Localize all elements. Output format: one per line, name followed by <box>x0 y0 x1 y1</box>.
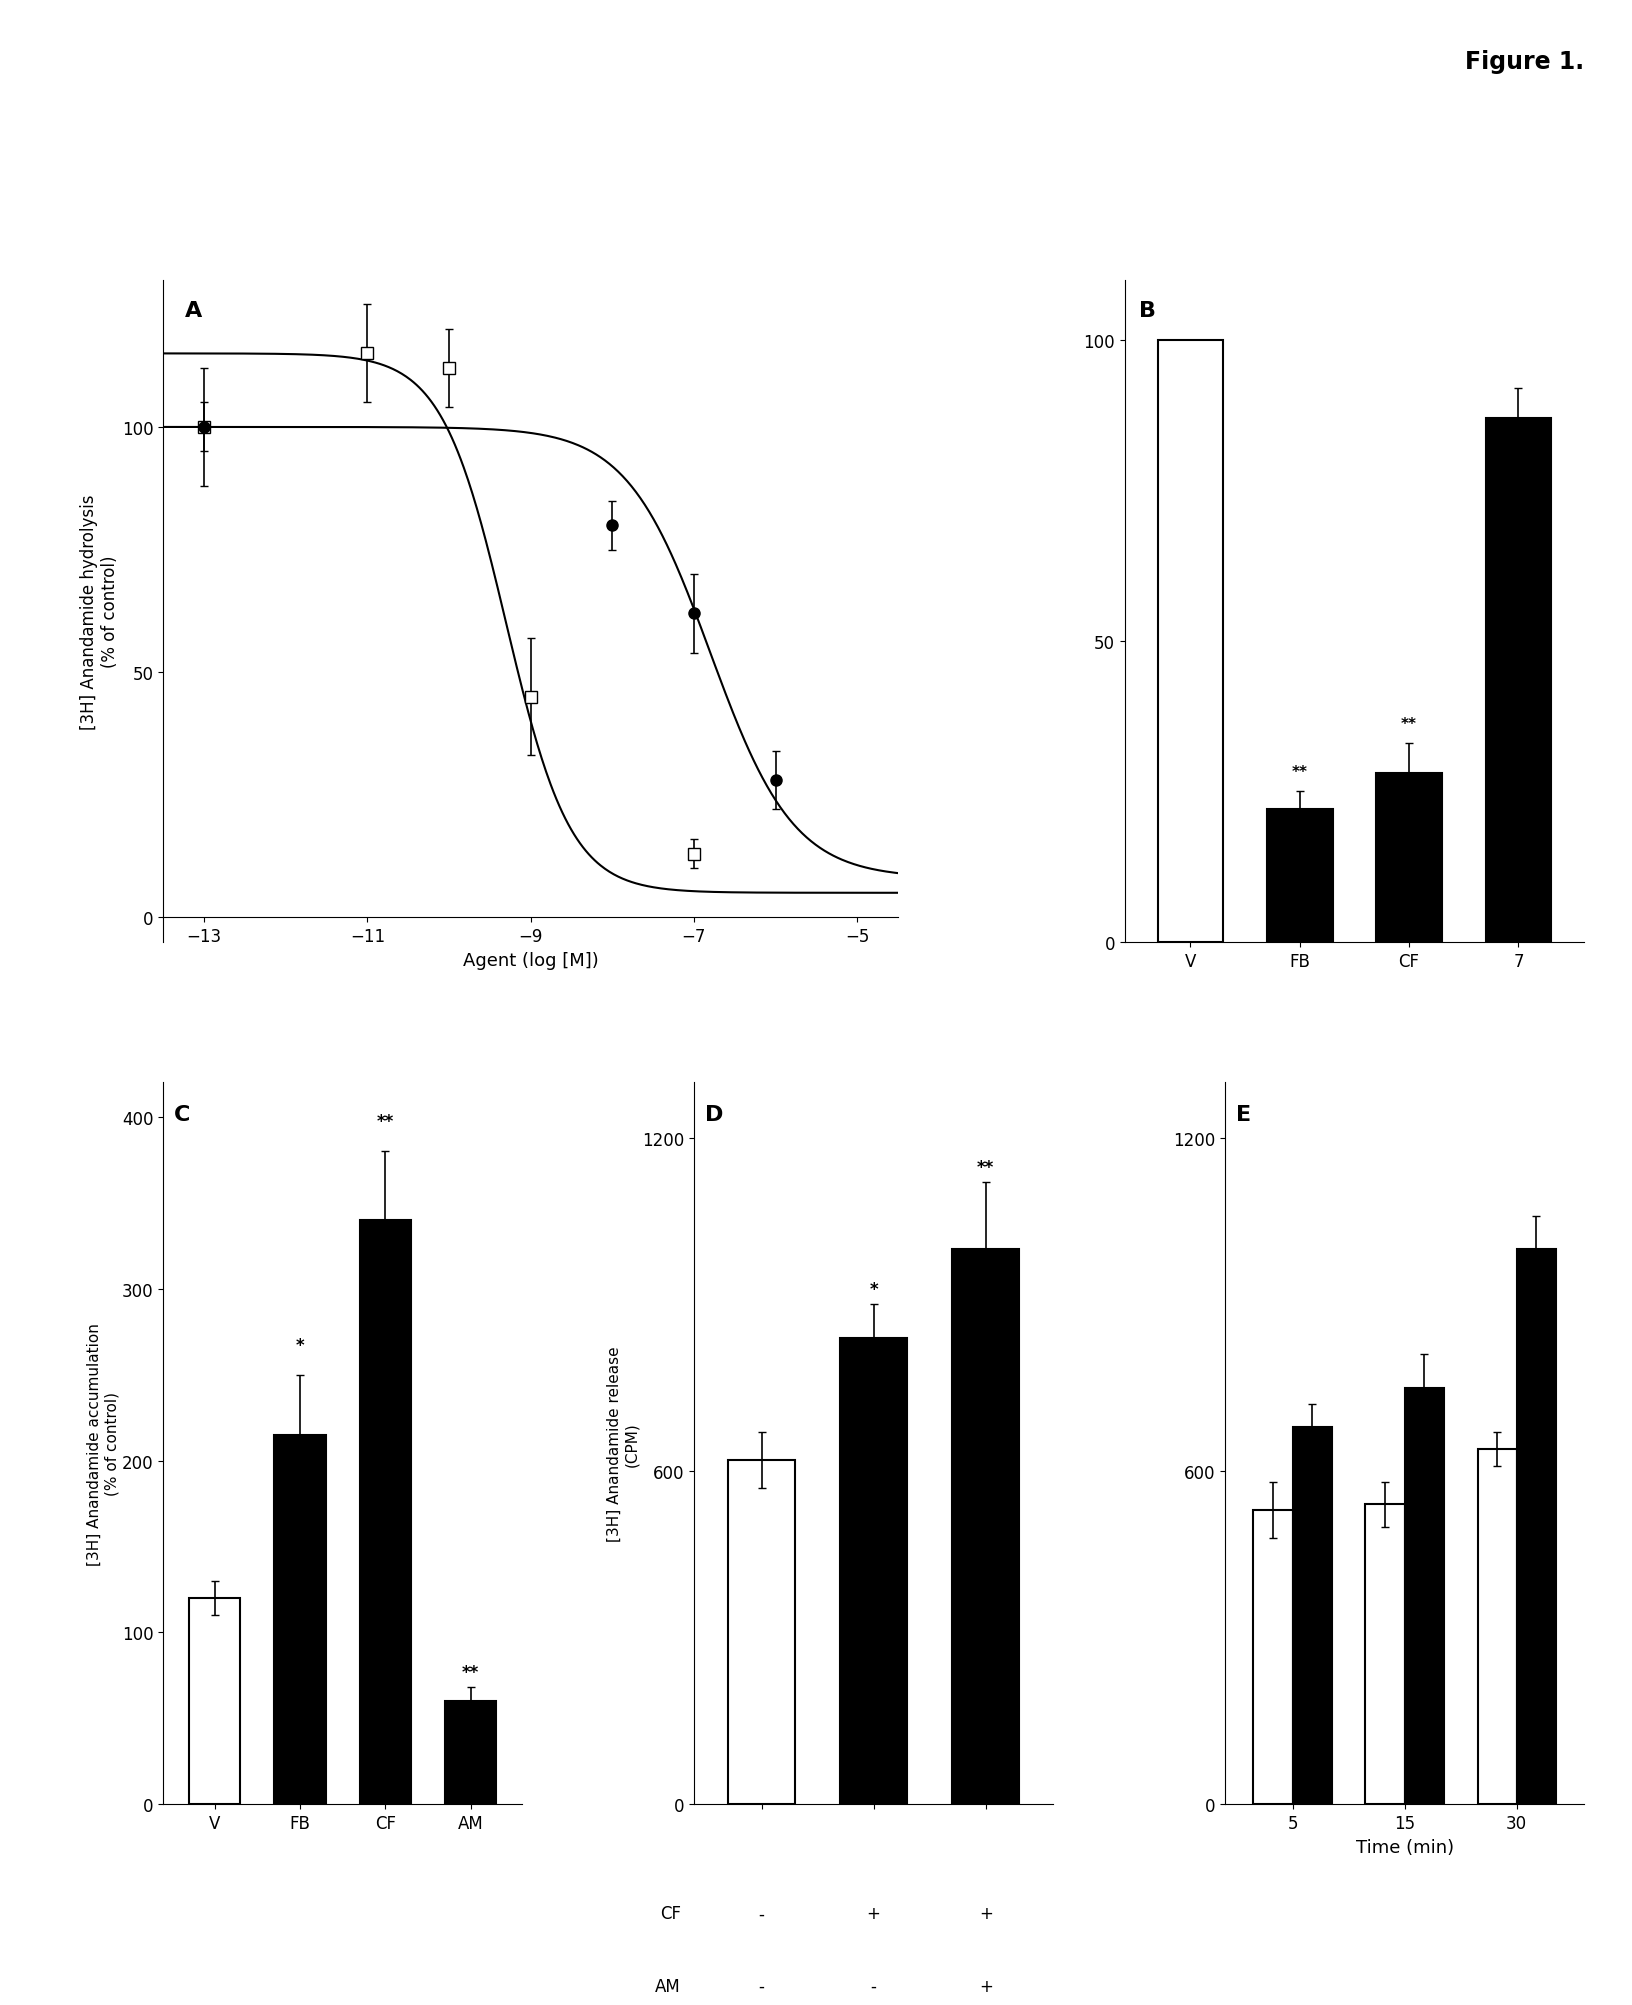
Text: B: B <box>1138 301 1155 321</box>
Bar <box>274 1436 325 1804</box>
Y-axis label: [3H] Anandamide release
(CPM): [3H] Anandamide release (CPM) <box>607 1345 640 1542</box>
Bar <box>951 1249 1018 1804</box>
Text: C: C <box>175 1105 191 1125</box>
Text: E: E <box>1235 1105 1250 1125</box>
Bar <box>189 1598 240 1804</box>
Bar <box>728 1460 795 1804</box>
Text: **: ** <box>377 1113 393 1131</box>
X-axis label: Time (min): Time (min) <box>1355 1839 1452 1857</box>
Text: Figure 1.: Figure 1. <box>1464 50 1583 74</box>
Text: **: ** <box>1291 766 1307 780</box>
Bar <box>1477 1450 1516 1804</box>
Y-axis label: [3H] Anandamide hydrolysis
(% of control): [3H] Anandamide hydrolysis (% of control… <box>80 493 119 730</box>
Y-axis label: [3H] Anandamide accumulation
(% of control): [3H] Anandamide accumulation (% of contr… <box>86 1321 119 1566</box>
Text: +: + <box>978 1977 992 1995</box>
Text: D: D <box>705 1105 723 1125</box>
Text: +: + <box>867 1905 880 1923</box>
Bar <box>1404 1387 1443 1804</box>
Text: *: * <box>295 1335 304 1353</box>
Text: -: - <box>759 1977 764 1995</box>
Bar <box>1291 1428 1332 1804</box>
Bar <box>1157 341 1222 942</box>
Bar <box>1376 774 1441 942</box>
Text: -: - <box>759 1905 764 1923</box>
Text: **: ** <box>462 1662 480 1680</box>
Bar <box>839 1337 907 1804</box>
Text: *: * <box>868 1279 878 1297</box>
Text: **: ** <box>1400 718 1417 732</box>
Text: CF: CF <box>659 1905 681 1923</box>
Bar <box>1485 419 1550 942</box>
Text: **: ** <box>976 1159 994 1177</box>
X-axis label: Agent (log [M]): Agent (log [M]) <box>462 950 599 968</box>
Text: A: A <box>184 301 202 321</box>
Bar <box>1516 1249 1555 1804</box>
Text: +: + <box>978 1905 992 1923</box>
Text: -: - <box>870 1977 876 1995</box>
Bar <box>1266 810 1332 942</box>
Text: AM: AM <box>654 1977 681 1995</box>
Bar <box>1252 1510 1291 1804</box>
Bar <box>1364 1504 1404 1804</box>
Bar <box>359 1221 411 1804</box>
Bar <box>446 1702 496 1804</box>
